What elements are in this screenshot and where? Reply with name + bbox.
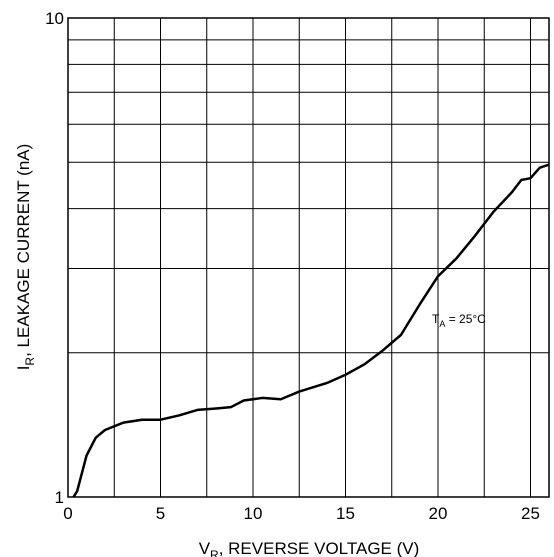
x-tick-label: 20 bbox=[429, 504, 448, 523]
x-tick-label: 5 bbox=[156, 504, 165, 523]
x-tick-label: 15 bbox=[336, 504, 355, 523]
plot-frame bbox=[67, 17, 550, 498]
x-tick-label: 10 bbox=[244, 504, 263, 523]
x-tick-label: 0 bbox=[63, 504, 72, 523]
y-tick-label: 10 bbox=[45, 9, 64, 28]
x-axis-label: VR, REVERSE VOLTAGE (V) bbox=[199, 539, 420, 557]
annotation: TA = 25°C bbox=[432, 312, 486, 329]
x-tick-label: 25 bbox=[521, 504, 540, 523]
y-axis-label: IR, LEAKAGE CURRENT (nA) bbox=[14, 144, 37, 371]
y-tick-label: 1 bbox=[55, 488, 64, 507]
data-line bbox=[72, 163, 550, 498]
